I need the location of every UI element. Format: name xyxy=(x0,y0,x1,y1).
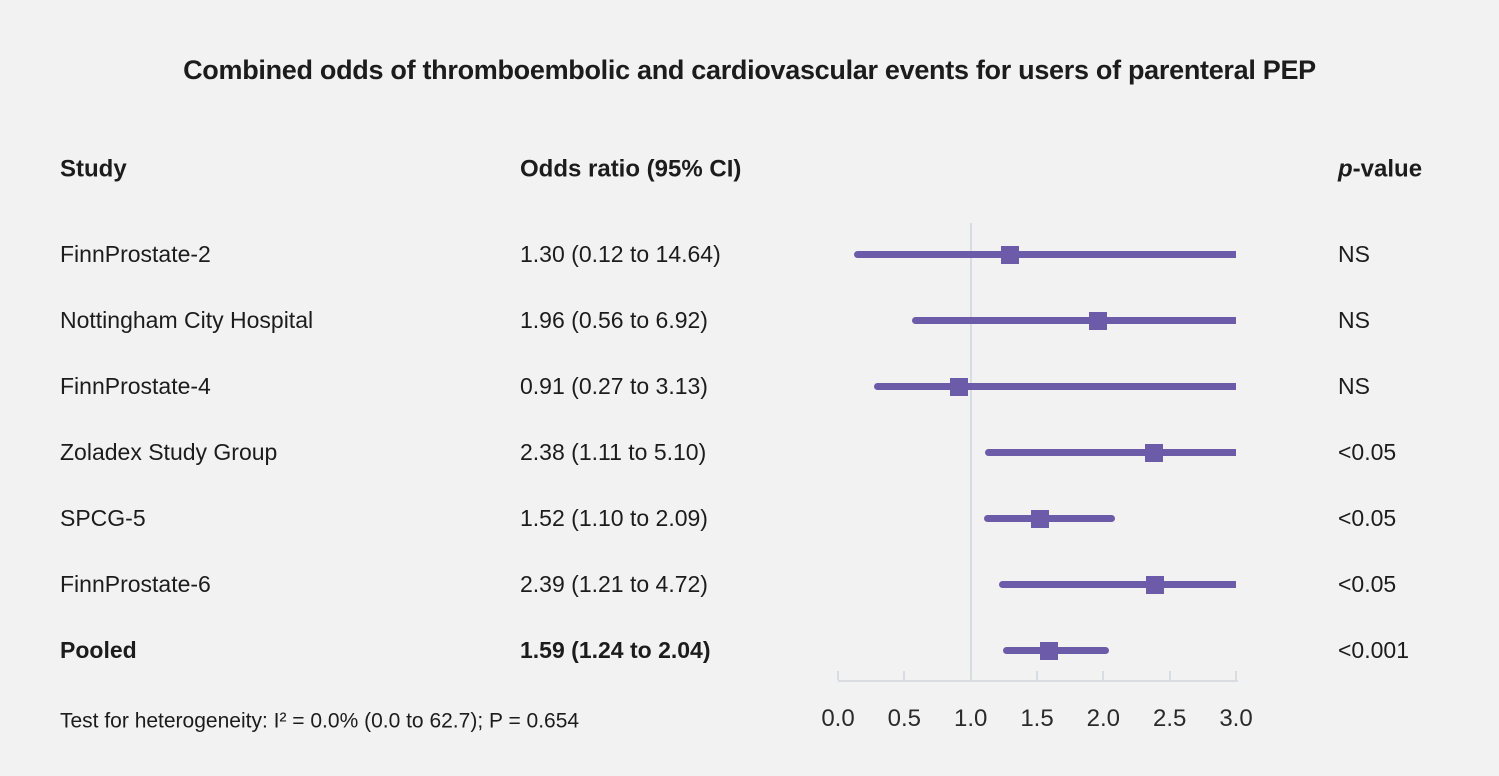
study-label: FinnProstate-4 xyxy=(60,372,211,399)
column-header-p-value: p-value xyxy=(1338,155,1422,183)
odds-ratio-marker xyxy=(1039,642,1058,660)
study-label: Zoladex Study Group xyxy=(60,438,278,465)
x-axis-tick-mark xyxy=(969,671,972,680)
confidence-interval-line xyxy=(998,581,1236,588)
odds-ratio-marker xyxy=(1144,444,1163,462)
or-ci-label: 1.30 (0.12 to 14.64) xyxy=(520,240,721,267)
figure-title: Combined odds of thromboembolic and card… xyxy=(183,55,1316,85)
x-axis-tick-mark xyxy=(1168,671,1171,680)
or-ci-label: 1.59 (1.24 to 2.04) xyxy=(520,636,711,663)
p-value-label: <0.05 xyxy=(1338,570,1397,597)
odds-ratio-marker xyxy=(949,378,968,396)
x-axis-tick-label: 1.0 xyxy=(953,705,988,732)
or-ci-label: 1.52 (1.10 to 2.09) xyxy=(520,504,708,531)
reference-line xyxy=(969,223,972,681)
p-value-label: NS xyxy=(1338,240,1370,267)
study-label: FinnProstate-2 xyxy=(60,240,211,267)
or-ci-label: 1.96 (0.56 to 6.92) xyxy=(520,306,708,333)
x-axis-tick-mark xyxy=(837,671,839,680)
study-label: Nottingham City Hospital xyxy=(60,306,314,333)
confidence-interval-line xyxy=(985,449,1236,456)
p-value-label: <0.05 xyxy=(1338,438,1397,465)
confidence-interval-line xyxy=(912,317,1236,324)
x-axis-tick-label: 0.0 xyxy=(821,705,855,732)
x-axis-tick-label: 3.0 xyxy=(1219,705,1253,732)
confidence-interval-line xyxy=(983,515,1116,522)
x-axis-line xyxy=(838,680,1238,682)
column-header-odds-ratio: Odds ratio (95% CI) xyxy=(520,155,742,183)
p-value-header-italic-p: p xyxy=(1338,155,1353,183)
confidence-interval-line xyxy=(853,251,1236,258)
p-value-label: NS xyxy=(1338,306,1370,333)
x-axis-tick-mark xyxy=(903,671,906,680)
x-axis-tick-label: 0.5 xyxy=(887,705,922,732)
p-value-label: <0.001 xyxy=(1338,636,1409,663)
x-axis-tick-label: 2.0 xyxy=(1086,705,1121,732)
p-value-label: NS xyxy=(1338,372,1370,399)
column-header-study: Study xyxy=(60,155,127,183)
study-label: Pooled xyxy=(60,636,137,663)
or-ci-label: 2.38 (1.11 to 5.10) xyxy=(520,438,707,465)
or-ci-label: 0.91 (0.27 to 3.13) xyxy=(520,372,708,399)
p-value-header-rest: -value xyxy=(1352,155,1423,183)
study-label: SPCG-5 xyxy=(60,504,146,531)
odds-ratio-marker xyxy=(1030,510,1049,528)
p-value-label: <0.05 xyxy=(1338,504,1397,531)
confidence-interval-line xyxy=(873,383,1236,390)
x-axis-tick-mark xyxy=(1235,671,1237,680)
heterogeneity-note: Test for heterogeneity: I² = 0.0% (0.0 t… xyxy=(60,709,580,733)
x-axis-tick-label: 2.5 xyxy=(1152,705,1187,732)
odds-ratio-marker xyxy=(1001,246,1020,264)
x-axis-tick-mark xyxy=(1036,671,1038,680)
or-ci-label: 2.39 (1.21 to 4.72) xyxy=(520,570,708,597)
x-axis-tick-mark xyxy=(1102,671,1105,680)
study-label: FinnProstate-6 xyxy=(60,570,211,597)
odds-ratio-marker xyxy=(1146,576,1165,594)
x-axis-tick-label: 1.5 xyxy=(1020,705,1054,732)
odds-ratio-marker xyxy=(1089,312,1108,330)
